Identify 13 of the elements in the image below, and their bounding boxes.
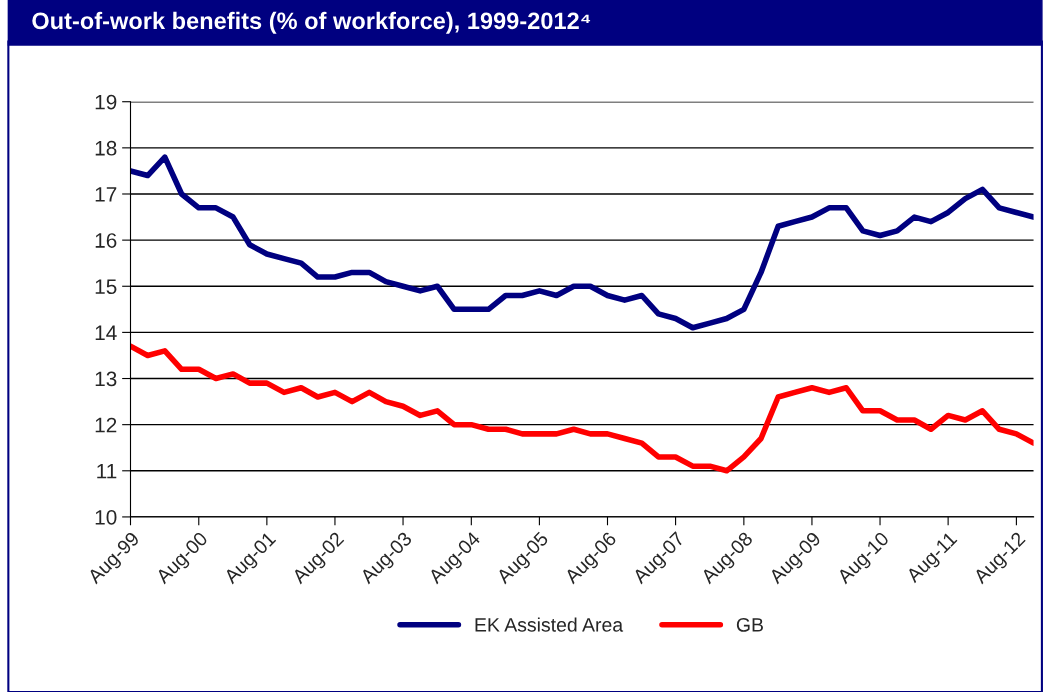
y-tick-label: 14 <box>95 325 117 340</box>
legend-label: GB <box>736 617 763 632</box>
chart-title: Out-of-work benefits (% of workforce), 1999-2012⁴ <box>32 11 591 34</box>
y-tick-label: 16 <box>95 233 117 248</box>
y-tick-label: 18 <box>95 140 117 156</box>
y-tick-label: 13 <box>95 371 117 387</box>
y-tick-label: 19 <box>95 94 117 110</box>
y-tick-label: 15 <box>95 279 117 295</box>
legend-label: EK Assisted Area <box>475 617 624 632</box>
y-tick-label: 17 <box>95 187 117 202</box>
y-tick-label: 12 <box>95 417 117 433</box>
y-tick-label: 11 <box>97 464 117 479</box>
y-tick-label: 10 <box>95 509 117 525</box>
